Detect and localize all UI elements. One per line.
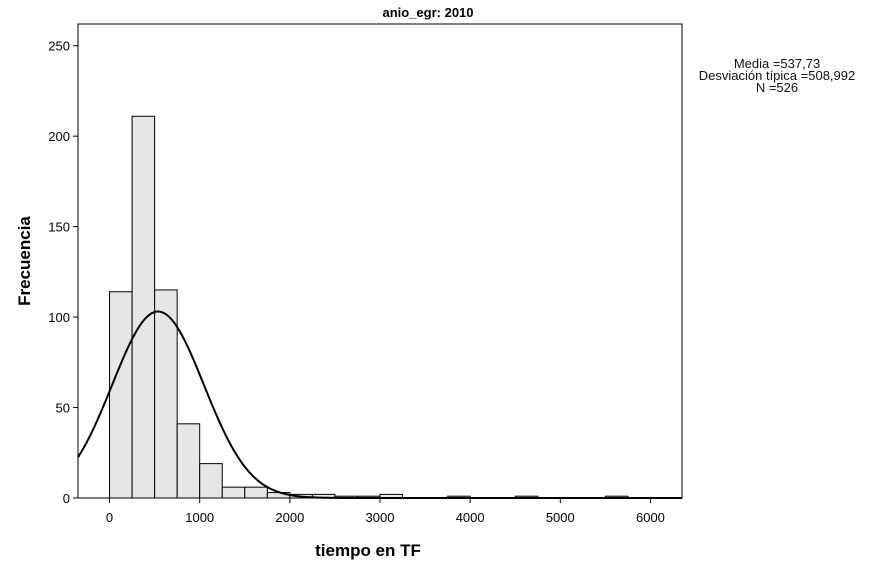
histogram-bar-3: [176, 423, 201, 499]
histogram-bar-2: [154, 289, 178, 499]
y-tick-label-1: 50: [56, 401, 70, 416]
x-tick-label-5: 5000: [546, 510, 575, 525]
histogram-bar-0: [109, 291, 133, 499]
stat-std-dev: Desviación típica =508,992: [698, 68, 856, 83]
y-tick-label-0: 0: [63, 491, 70, 506]
stat-n: N =526: [755, 80, 799, 95]
y-tick-label-3: 150: [48, 220, 70, 235]
plot-frame: [77, 23, 683, 499]
y-tick-label-5: 250: [48, 39, 70, 54]
y-axis-label: Frecuencia: [15, 216, 34, 306]
x-tick-label-3: 3000: [366, 510, 395, 525]
x-tick-label-4: 4000: [456, 510, 485, 525]
x-tick-label-6: 6000: [636, 510, 665, 525]
stat-mean: Media =537,73: [733, 56, 821, 71]
bars-layer: [109, 115, 629, 499]
x-tick-label-0: 0: [106, 510, 113, 525]
histogram-bar-6: [244, 486, 268, 499]
histogram-bar-5: [221, 486, 246, 499]
chart-title: anio_egr: 2010: [382, 5, 473, 20]
x-axis-label: tiempo en TF: [315, 541, 421, 560]
y-tick-label-4: 200: [48, 129, 70, 144]
statistics-box: Media =537,73 Desviación típica =508,992…: [672, 56, 882, 95]
y-tick-label-2: 100: [48, 310, 70, 325]
histogram-bar-1: [131, 115, 156, 499]
axes-layer: 0 50 100 150 200 250 0 1000 2000 3000 4000 5000 6000: [48, 39, 665, 525]
x-tick-label-2: 2000: [275, 510, 304, 525]
x-tick-label-1: 1000: [185, 510, 214, 525]
histogram-bar-4: [199, 463, 223, 499]
